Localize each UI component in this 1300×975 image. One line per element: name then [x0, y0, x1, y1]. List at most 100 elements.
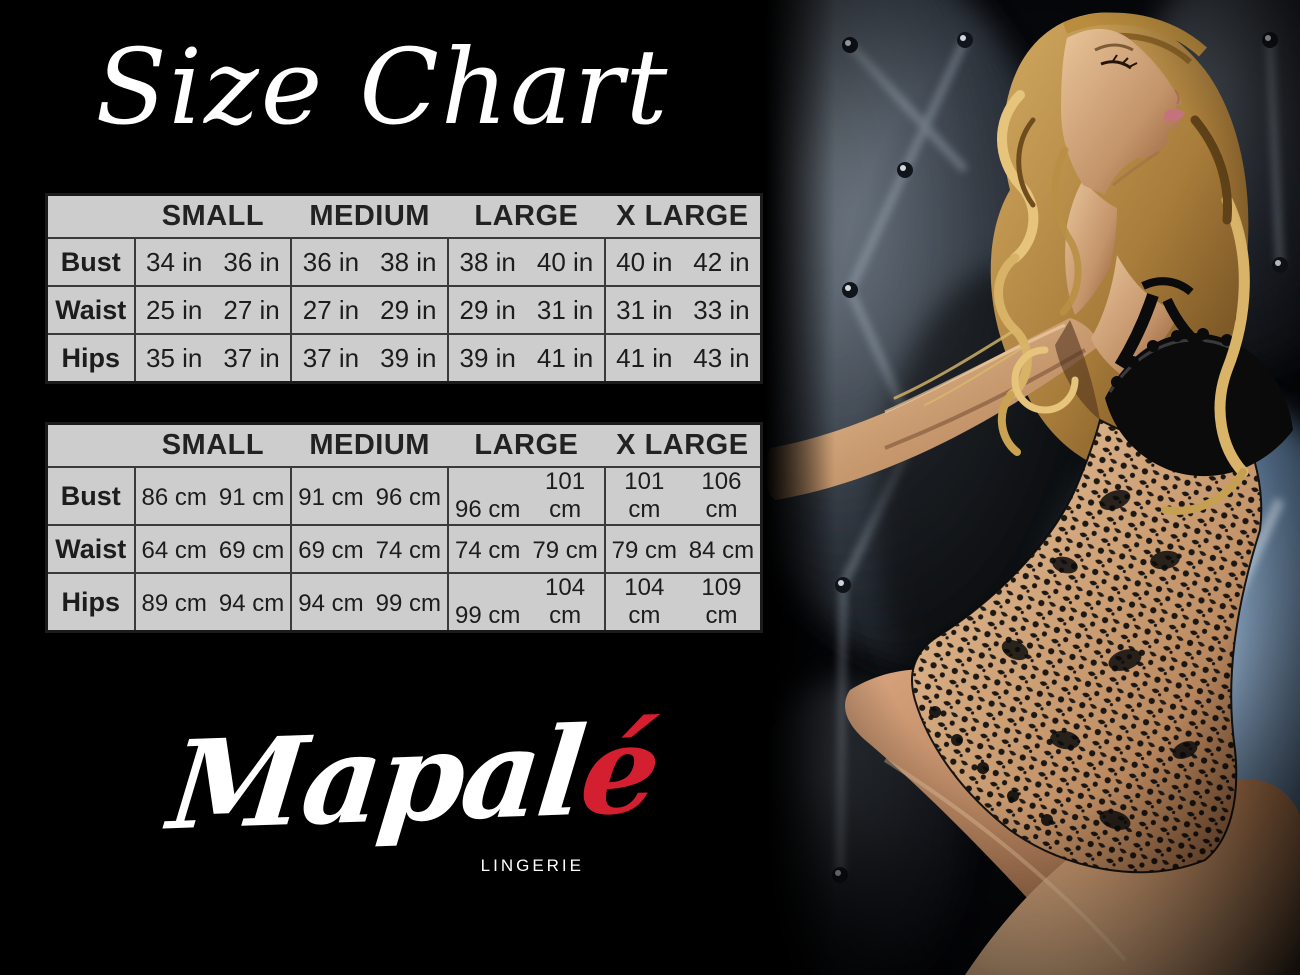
value: 101 cm: [545, 468, 586, 523]
size-chart-table-centimeters: SMALL MEDIUM LARGE X LARGE Bust 86 cm 91 …: [45, 422, 763, 633]
column-header-xlarge: X LARGE: [604, 194, 762, 239]
brand-logo: Mapalé LINGERIE: [163, 697, 665, 890]
value-cell: 94 cm 99 cm: [290, 572, 449, 633]
value-cell: 79 cm 84 cm: [603, 524, 763, 574]
value: 36 in: [302, 246, 360, 277]
brand-tagline: LINGERIE: [480, 856, 584, 875]
value: 91 cm: [298, 483, 364, 511]
value-cell: 74 cm 79 cm: [447, 524, 606, 574]
value-cell: 64 cm 69 cm: [133, 524, 293, 574]
value-cell: 35 in 37 in: [133, 333, 293, 384]
value: 99 cm: [455, 602, 521, 629]
value: 36 in: [223, 246, 280, 277]
value-cell: 41 in 43 in: [603, 333, 763, 384]
value-cell: 101 cm 106 cm: [603, 466, 763, 526]
value: 96 cm: [455, 496, 521, 523]
value: 41 in: [536, 342, 594, 373]
value: 40 in: [536, 246, 594, 277]
value: 41 in: [616, 342, 673, 373]
row-label: Bust: [45, 466, 136, 526]
value: 79 cm: [611, 536, 677, 564]
value-cell: 39 in 41 in: [447, 333, 606, 384]
value: 38 in: [380, 246, 437, 277]
value: 40 in: [616, 246, 673, 277]
table-row-waist: Waist 25 in 27 in 27 in 29 in 29 in 31 in 3…: [45, 285, 763, 335]
value: 39 in: [380, 342, 437, 373]
row-label: Waist: [45, 524, 136, 574]
value-cell: 25 in 27 in: [133, 285, 293, 335]
value-cell: 40 in 42 in: [603, 237, 763, 287]
value: 99 cm: [375, 589, 441, 617]
column-header-medium: MEDIUM: [291, 423, 448, 468]
value: 84 cm: [688, 536, 755, 564]
value: 39 in: [459, 342, 516, 373]
row-label: Waist: [45, 285, 136, 335]
value-cell: 91 cm 96 cm: [290, 466, 449, 526]
value: 101 cm: [624, 468, 665, 523]
value: 37 in: [223, 342, 280, 373]
corner-cell: [46, 194, 135, 239]
value: 29 in: [459, 294, 516, 325]
value: 31 in: [616, 294, 673, 325]
value: 104 cm: [624, 574, 665, 629]
corner-cell: [46, 423, 135, 468]
column-header-large: LARGE: [448, 423, 605, 468]
value: 29 in: [380, 294, 437, 325]
value: 89 cm: [141, 589, 207, 617]
value-cell: 29 in 31 in: [447, 285, 606, 335]
table-row-hips: Hips 89 cm 94 cm 94 cm 99 cm 99 cm 104 cm 1…: [45, 572, 763, 633]
table-header-row: SMALL MEDIUM LARGE X LARGE: [46, 194, 762, 239]
value-cell: 37 in 39 in: [290, 333, 449, 384]
value-cell: 104 cm 109 cm: [603, 572, 763, 633]
value: 106 cm: [701, 468, 742, 523]
value: 69 cm: [218, 536, 285, 564]
value: 38 in: [459, 246, 516, 277]
vignette: [765, 0, 1300, 975]
value-cell: 96 cm 101 cm: [447, 466, 606, 526]
value: 27 in: [223, 294, 280, 325]
value: 96 cm: [375, 483, 441, 511]
brand-wordmark: Mapalé: [163, 697, 665, 858]
value: 94 cm: [298, 589, 364, 617]
value-cell: 27 in 29 in: [290, 285, 449, 335]
row-label: Bust: [45, 237, 136, 287]
value: 37 in: [302, 342, 360, 373]
row-label: Hips: [45, 333, 136, 384]
value-cell: 38 in 40 in: [447, 237, 606, 287]
value: 64 cm: [141, 536, 207, 564]
left-edge-fade: [765, 0, 835, 975]
value-cell: 86 cm 91 cm: [133, 466, 293, 526]
value: 94 cm: [218, 589, 285, 617]
value: 27 in: [302, 294, 360, 325]
table-row-waist: Waist 64 cm 69 cm 69 cm 74 cm 74 cm 79 cm 7…: [45, 524, 763, 574]
value: 104 cm: [545, 574, 586, 629]
row-label: Hips: [45, 572, 136, 633]
table-header-row: SMALL MEDIUM LARGE X LARGE: [46, 423, 762, 468]
value: 25 in: [145, 294, 203, 325]
value: 43 in: [693, 342, 750, 373]
value: 31 in: [536, 294, 594, 325]
column-header-medium: MEDIUM: [291, 194, 448, 239]
value-cell: 89 cm 94 cm: [133, 572, 293, 633]
model-photo-graphic: [664, 0, 1300, 975]
value: 74 cm: [375, 536, 441, 564]
value: 42 in: [693, 246, 750, 277]
column-header-large: LARGE: [448, 194, 605, 239]
table-row-bust: Bust 34 in 36 in 36 in 38 in 38 in 40 in 40…: [45, 237, 763, 287]
value: 69 cm: [298, 536, 364, 564]
table-row-hips: Hips 35 in 37 in 37 in 39 in 39 in 41 in 41…: [45, 333, 763, 384]
value-cell: 34 in 36 in: [133, 237, 293, 287]
value-cell: 99 cm 104 cm: [447, 572, 606, 633]
table-row-bust: Bust 86 cm 91 cm 91 cm 96 cm 96 cm 101 cm 1…: [45, 466, 763, 526]
value-cell: 36 in 38 in: [290, 237, 449, 287]
size-chart-table-inches: SMALL MEDIUM LARGE X LARGE Bust 34 in 36 …: [45, 193, 763, 384]
value: 91 cm: [218, 483, 285, 511]
brand-name-accent: é: [574, 696, 665, 844]
page-title: Size Chart: [95, 26, 670, 148]
model-photo: [664, 0, 1300, 975]
value: 34 in: [145, 246, 203, 277]
value: 74 cm: [455, 536, 521, 564]
value: 35 in: [145, 342, 203, 373]
brand-name-white: Mapal: [162, 699, 590, 858]
